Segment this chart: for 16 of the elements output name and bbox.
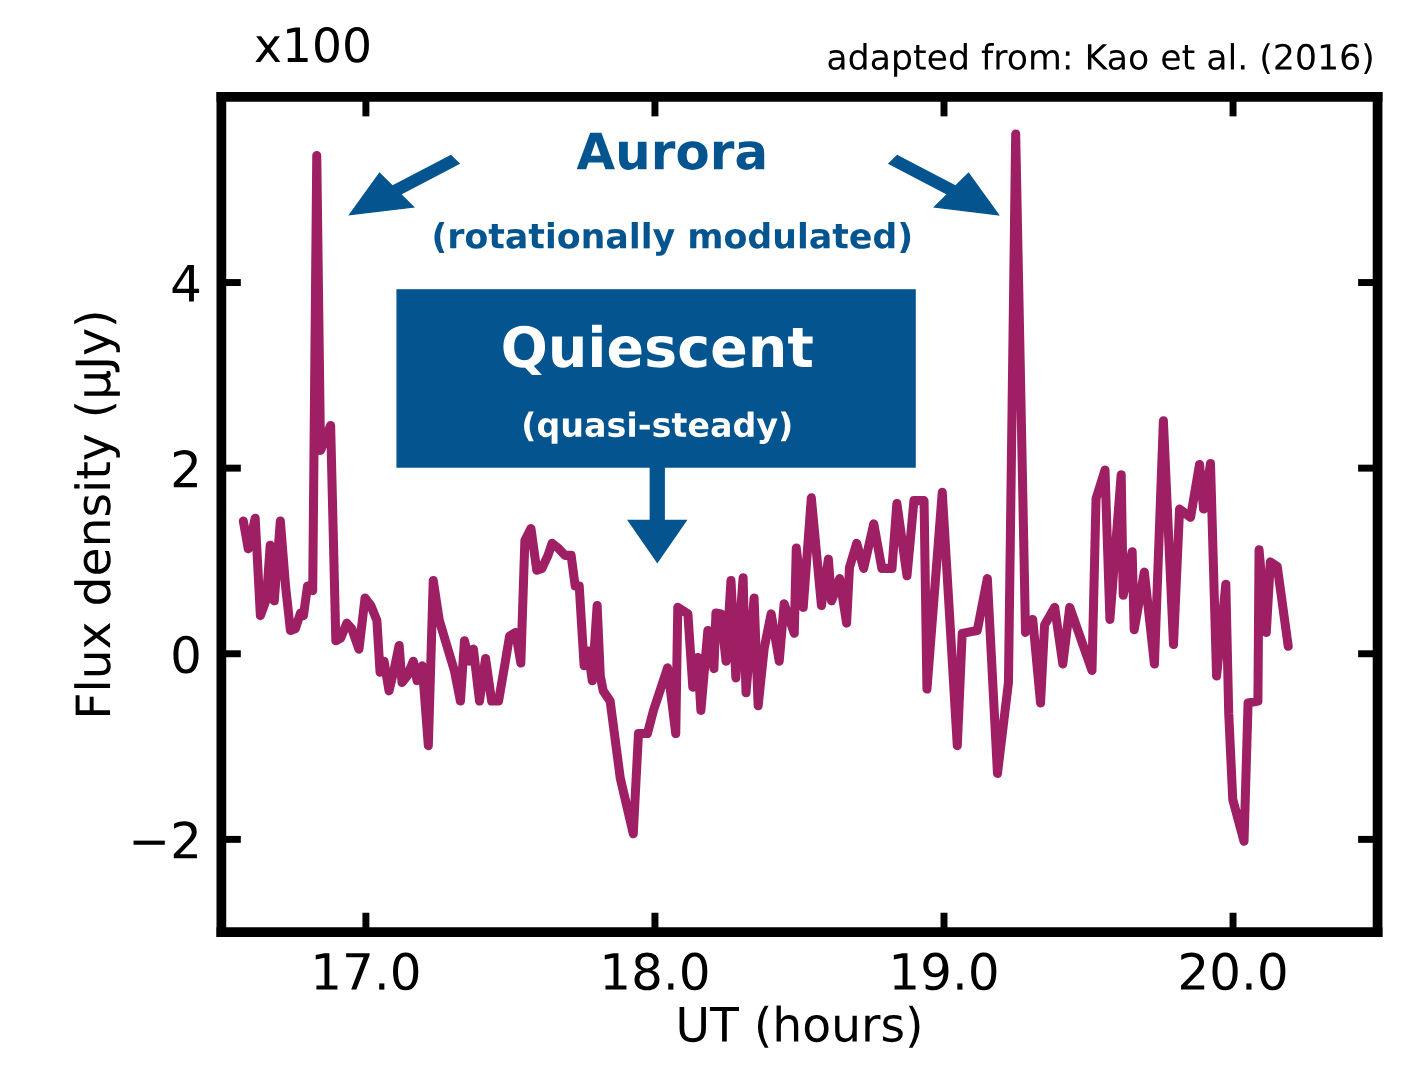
annotation: Quiescent [503,324,813,376]
x-axis-title: UT (hours) [679,1005,920,1048]
x-tick-label: 17.0 [315,952,419,991]
y-tick-label: 2 [173,450,197,488]
text: adapted from: Kao et al. (2016) [828,43,1372,77]
y-tick-label: 0 [173,635,199,674]
annotation: Aurora [576,132,765,170]
x-tick-label: 20.0 [1181,952,1286,991]
annotation: (rotationally modulated) [434,221,911,256]
text: x100 [255,26,369,63]
y-tick-label: 4 [172,265,200,302]
x-tick-label: 18.0 [604,952,708,991]
y-tick-label: −2 [133,821,197,859]
annotation: (quasi-steady) [524,411,791,444]
y-axis-title: Flux density (μJy) [74,313,120,715]
x-tick-label: 19.0 [893,952,997,991]
